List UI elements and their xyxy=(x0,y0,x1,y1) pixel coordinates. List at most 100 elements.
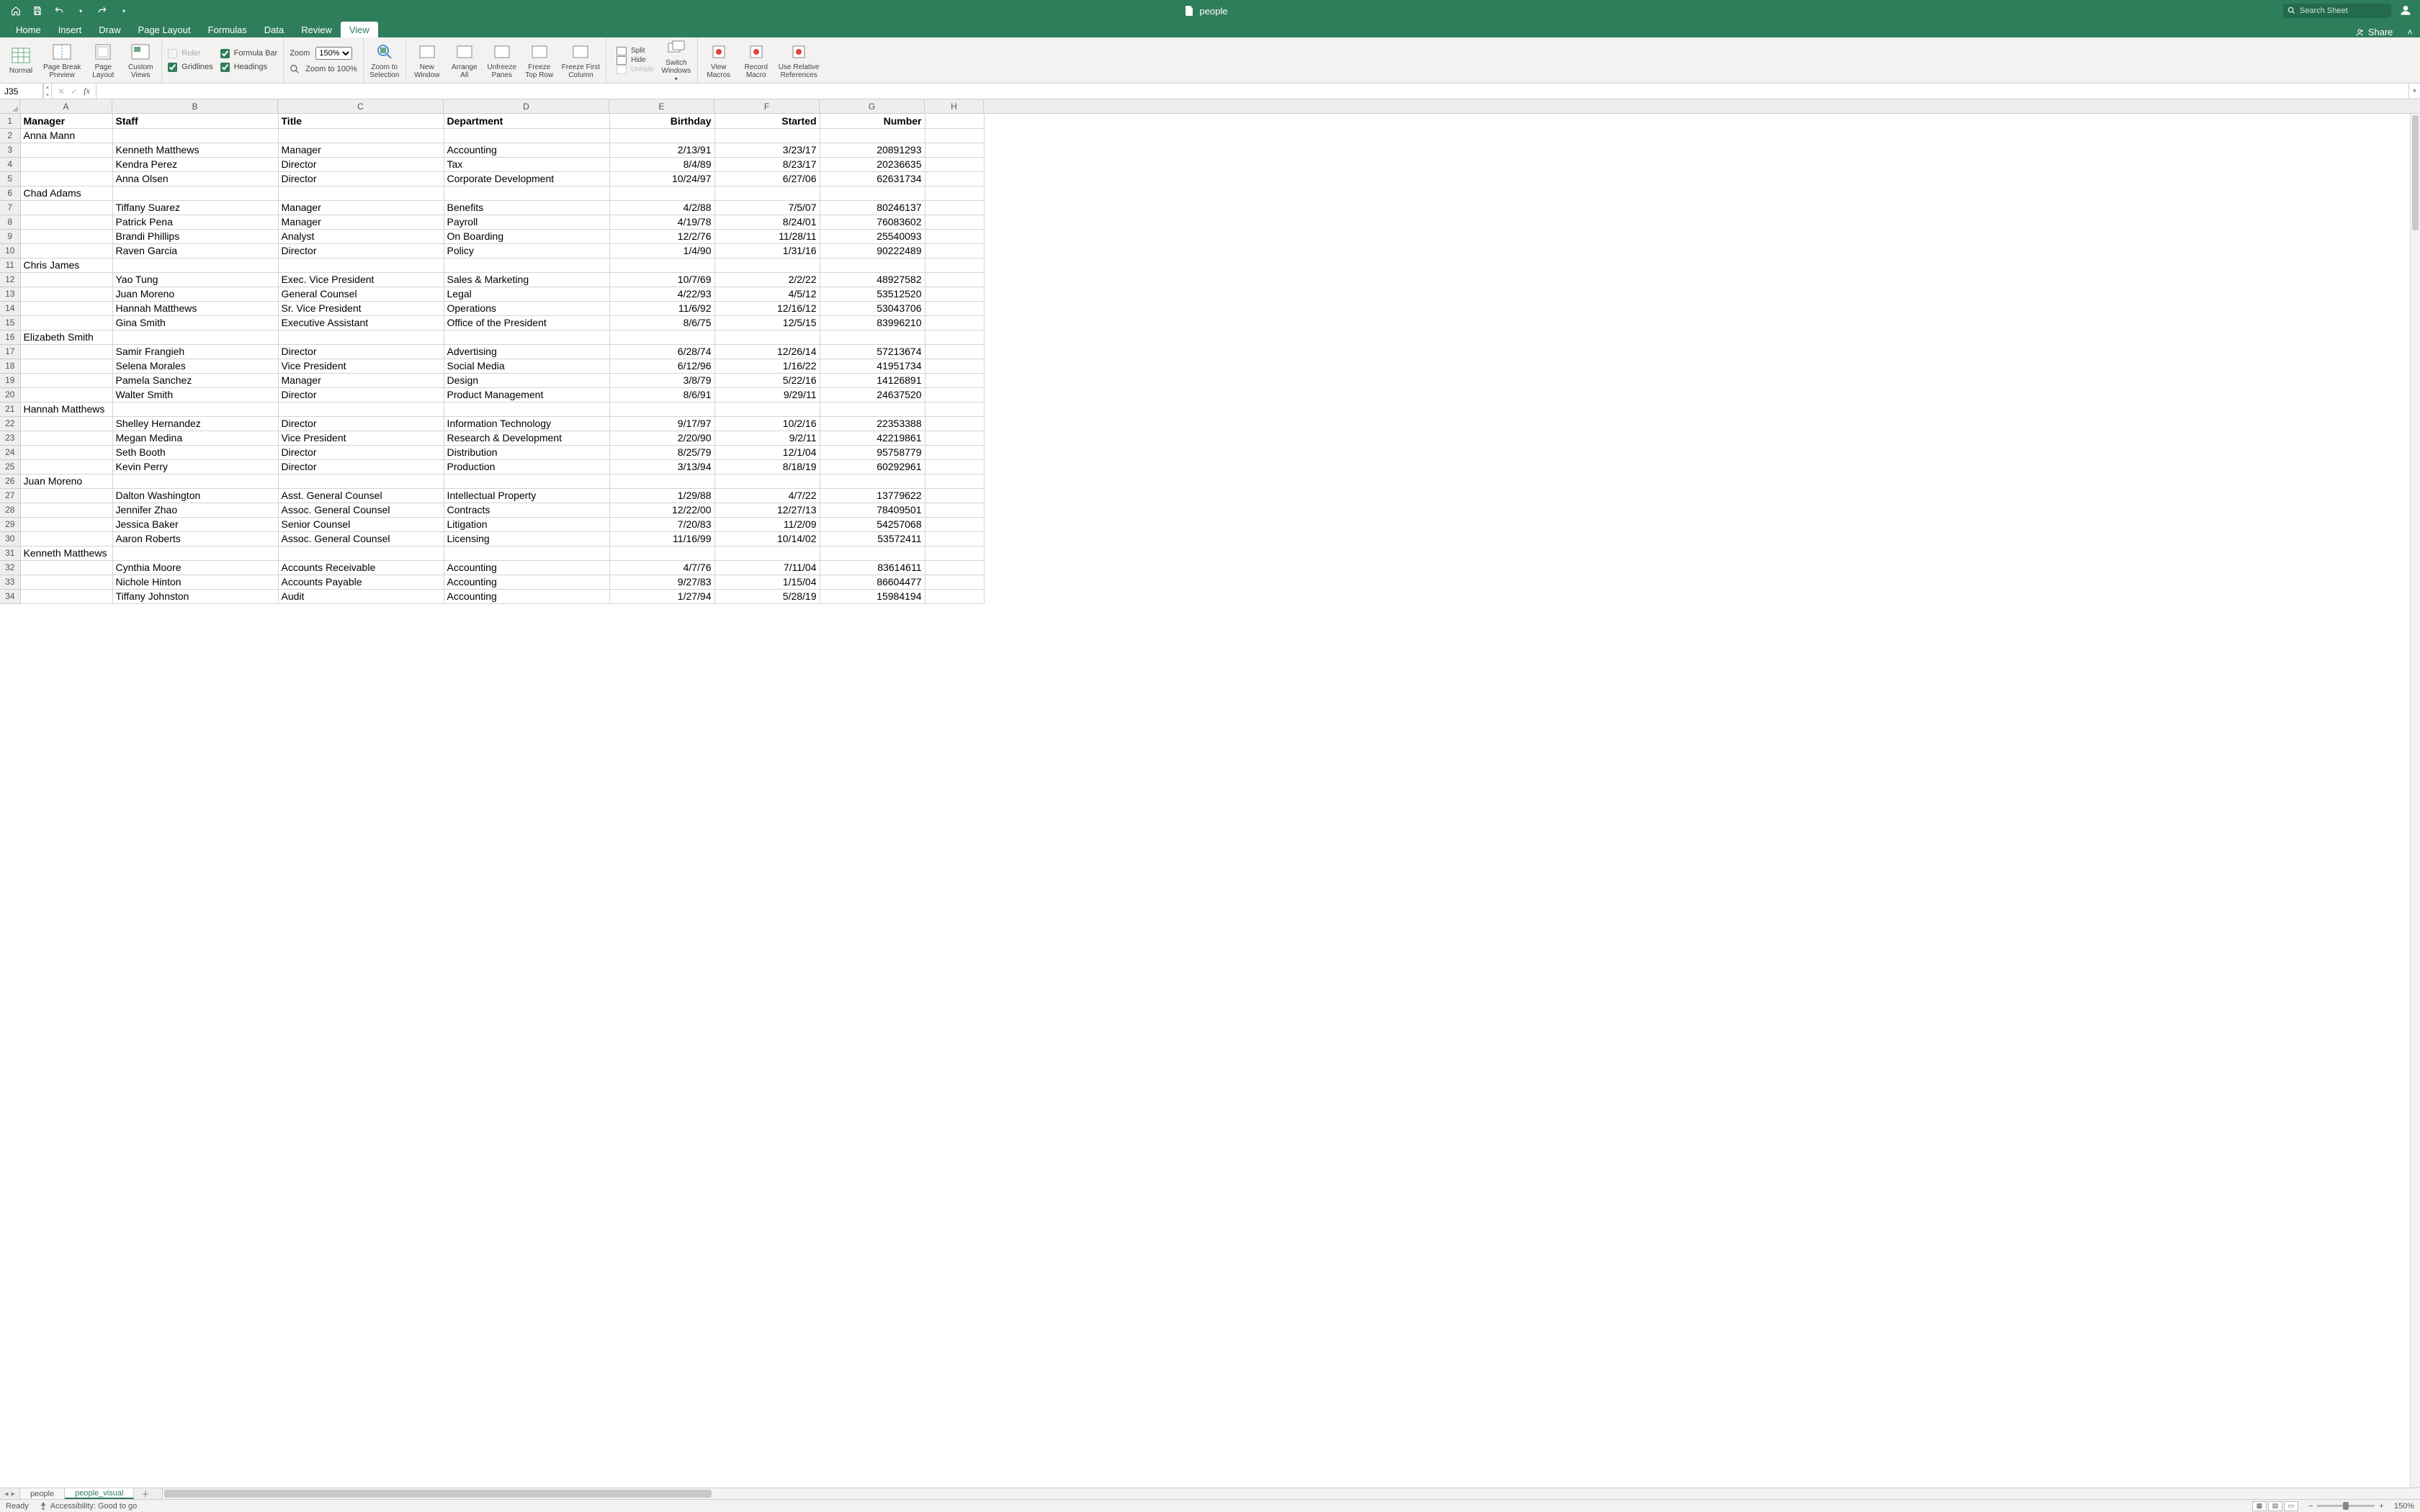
cell[interactable]: Hannah Matthews xyxy=(20,402,112,416)
redo-icon[interactable] xyxy=(97,5,108,17)
row-header[interactable]: 10 xyxy=(0,243,20,258)
cell[interactable]: 7/5/07 xyxy=(714,200,820,215)
cell[interactable]: Intellectual Property xyxy=(444,488,609,503)
cell[interactable]: On Boarding xyxy=(444,229,609,243)
cell[interactable]: Samir Frangieh xyxy=(112,344,278,359)
cell[interactable] xyxy=(925,157,984,171)
cell[interactable] xyxy=(925,589,984,603)
row-header[interactable]: 1 xyxy=(0,114,20,128)
cell[interactable]: 9/2/11 xyxy=(714,431,820,445)
switch-windows-button[interactable]: Switch Windows▾ xyxy=(661,37,691,83)
cell[interactable]: Sales & Marketing xyxy=(444,272,609,287)
cell[interactable] xyxy=(278,330,444,344)
cell[interactable]: Corporate Development xyxy=(444,171,609,186)
cell[interactable] xyxy=(112,258,278,272)
cell[interactable] xyxy=(925,488,984,503)
cell[interactable]: 41951734 xyxy=(820,359,925,373)
tab-view[interactable]: View xyxy=(341,22,378,37)
cell[interactable]: Tiffany Johnston xyxy=(112,589,278,603)
cell[interactable]: 1/31/16 xyxy=(714,243,820,258)
cell[interactable]: Director xyxy=(278,387,444,402)
cell[interactable] xyxy=(278,474,444,488)
search-box[interactable] xyxy=(2283,4,2391,18)
zoom-slider[interactable]: − + xyxy=(2308,1502,2384,1511)
cell[interactable]: Started xyxy=(714,114,820,128)
col-header-C[interactable]: C xyxy=(278,99,444,113)
name-box[interactable]: J35 xyxy=(0,84,43,99)
cell[interactable]: Director xyxy=(278,459,444,474)
cell[interactable]: 1/4/90 xyxy=(609,243,714,258)
cell[interactable]: 4/22/93 xyxy=(609,287,714,301)
share-button[interactable]: Share xyxy=(2355,27,2401,37)
cell[interactable] xyxy=(444,186,609,200)
cell[interactable]: 10/7/69 xyxy=(609,272,714,287)
cell[interactable]: 4/2/88 xyxy=(609,200,714,215)
cell[interactable]: 9/17/97 xyxy=(609,416,714,431)
hide-button[interactable]: Hide xyxy=(617,56,654,65)
cell[interactable]: 3/23/17 xyxy=(714,143,820,157)
cell[interactable] xyxy=(925,503,984,517)
cell[interactable] xyxy=(925,546,984,560)
cell[interactable] xyxy=(925,258,984,272)
cell[interactable] xyxy=(20,157,112,171)
cell[interactable]: 2/13/91 xyxy=(609,143,714,157)
tab-formulas[interactable]: Formulas xyxy=(200,22,256,37)
cell[interactable]: Juan Moreno xyxy=(112,287,278,301)
zoom-select[interactable]: 150% xyxy=(315,47,352,60)
freeze-top-row-button[interactable]: Freeze Top Row xyxy=(524,42,555,79)
cell[interactable]: Chris James xyxy=(20,258,112,272)
cell[interactable]: Director xyxy=(278,243,444,258)
zoom-out-icon[interactable]: − xyxy=(2308,1502,2313,1511)
cell[interactable]: 86604477 xyxy=(820,575,925,589)
cell[interactable]: 9/27/83 xyxy=(609,575,714,589)
cell[interactable]: Analyst xyxy=(278,229,444,243)
cell[interactable]: Director xyxy=(278,445,444,459)
cell[interactable] xyxy=(925,330,984,344)
cell[interactable] xyxy=(714,474,820,488)
cell[interactable]: 53512520 xyxy=(820,287,925,301)
row-header[interactable]: 31 xyxy=(0,546,20,560)
row-header[interactable]: 34 xyxy=(0,589,20,603)
cell[interactable]: Anna Olsen xyxy=(112,171,278,186)
cell[interactable] xyxy=(112,546,278,560)
cell[interactable]: Exec. Vice President xyxy=(278,272,444,287)
qat-customize-icon[interactable]: ▾ xyxy=(118,5,130,17)
row-header[interactable]: 19 xyxy=(0,373,20,387)
row-header[interactable]: 32 xyxy=(0,560,20,575)
row-header[interactable]: 26 xyxy=(0,474,20,488)
select-all-corner[interactable] xyxy=(0,99,20,113)
new-window-button[interactable]: New Window xyxy=(412,42,442,79)
view-mode-buttons[interactable]: ▦ ▤ ▭ xyxy=(2252,1501,2298,1511)
cell[interactable]: Assoc. General Counsel xyxy=(278,503,444,517)
row-header[interactable]: 30 xyxy=(0,531,20,546)
cell[interactable]: 2/20/90 xyxy=(609,431,714,445)
cell[interactable] xyxy=(20,143,112,157)
cell[interactable] xyxy=(20,387,112,402)
cell[interactable]: Selena Morales xyxy=(112,359,278,373)
cell[interactable] xyxy=(20,215,112,229)
cell[interactable] xyxy=(20,517,112,531)
tab-home[interactable]: Home xyxy=(7,22,50,37)
cell[interactable]: 8/6/75 xyxy=(609,315,714,330)
cell[interactable] xyxy=(820,402,925,416)
cell[interactable]: 1/15/04 xyxy=(714,575,820,589)
cell[interactable]: 7/11/04 xyxy=(714,560,820,575)
cell[interactable]: 10/2/16 xyxy=(714,416,820,431)
cell[interactable]: Walter Smith xyxy=(112,387,278,402)
cell[interactable]: Department xyxy=(444,114,609,128)
cell[interactable]: Vice President xyxy=(278,431,444,445)
cell[interactable]: Director xyxy=(278,171,444,186)
tab-page-layout[interactable]: Page Layout xyxy=(130,22,200,37)
row-header[interactable]: 3 xyxy=(0,143,20,157)
cell[interactable] xyxy=(112,474,278,488)
cell[interactable] xyxy=(20,200,112,215)
cell[interactable] xyxy=(444,330,609,344)
cell[interactable] xyxy=(20,287,112,301)
cell[interactable]: Accounting xyxy=(444,589,609,603)
use-relative-references-button[interactable]: Use Relative References xyxy=(779,42,820,79)
cell[interactable]: 76083602 xyxy=(820,215,925,229)
col-header-A[interactable]: A xyxy=(20,99,112,113)
col-header-G[interactable]: G xyxy=(820,99,925,113)
cell[interactable] xyxy=(20,359,112,373)
cell[interactable] xyxy=(20,171,112,186)
